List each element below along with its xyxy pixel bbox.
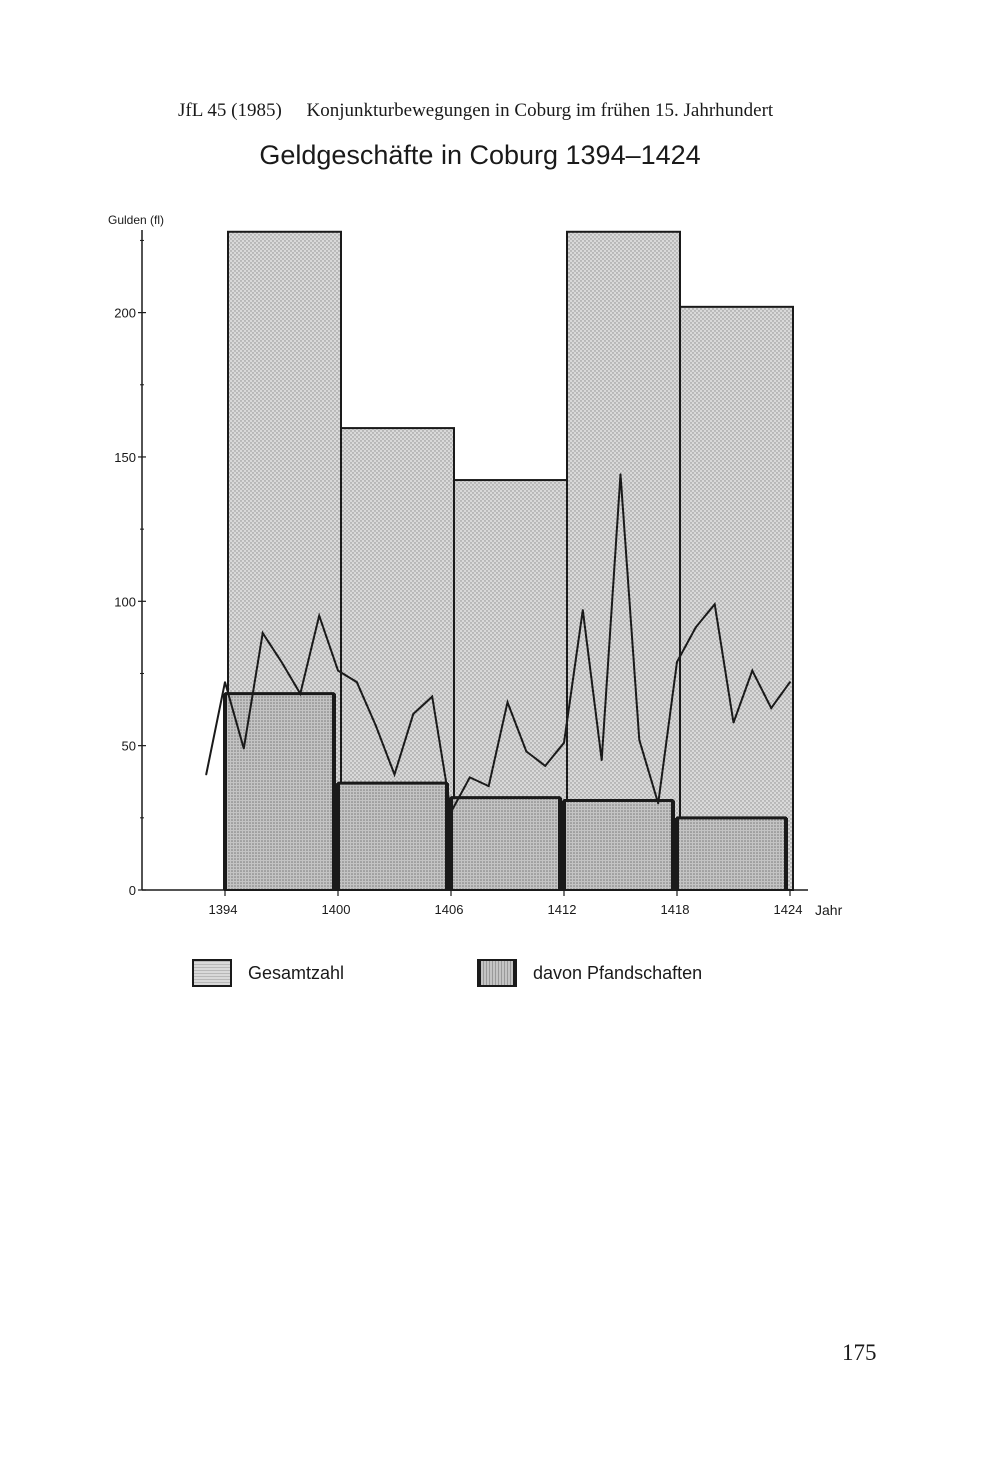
bar-pledge-1394 <box>224 692 335 891</box>
journal-citation: JfL 45 (1985) <box>178 100 282 121</box>
y-tick-label-0: 0 <box>129 883 136 898</box>
line-point-1402 <box>374 724 377 727</box>
legend-label-gesamtzahl: Gesamtzahl <box>248 962 345 983</box>
article-title: Konjunkturbewegungen in Coburg im frühen… <box>306 100 774 121</box>
line-point-1421 <box>732 721 735 724</box>
x-tick-label-1400: 1400 <box>322 902 351 917</box>
chart-title: Geldgeschäfte in Coburg 1394–1424 <box>259 140 701 170</box>
running-head: JfL 45 (1985) Konjunkturbewegungen in Co… <box>178 100 828 122</box>
line-point-1401 <box>355 681 358 684</box>
y-axis-label: Gulden (fl) <box>108 213 164 227</box>
x-axis-label: Jahr <box>815 902 843 918</box>
line-point-1397 <box>280 661 283 663</box>
y-tick-label-100: 100 <box>114 594 136 609</box>
line-point-1406 <box>450 811 452 813</box>
line-point-1409 <box>506 701 509 704</box>
legend-swatch-gesamtzahl <box>192 959 232 987</box>
bars-pledge <box>223 692 788 892</box>
y-tick-label-200: 200 <box>114 306 136 321</box>
line-point-1403 <box>393 773 396 776</box>
bar-pledge-1406 <box>450 796 561 891</box>
line-series <box>205 473 791 816</box>
bar-pledge-1400 <box>337 782 448 892</box>
line-point-1405 <box>431 695 434 698</box>
line-point-1414 <box>600 759 603 761</box>
line-point-1422 <box>751 669 754 672</box>
x-tick-label-1424: 1424 <box>774 902 803 917</box>
line-point-1412 <box>563 741 565 744</box>
bar-pledge-1412 <box>563 799 674 891</box>
line-point-1394 <box>224 681 226 684</box>
line-point-1415 <box>619 473 622 476</box>
line-point-1395 <box>242 747 245 750</box>
page-number: 175 <box>842 1340 877 1365</box>
line-point-1423 <box>770 707 773 710</box>
line-yearly <box>205 474 791 816</box>
bar-pledge-1418 <box>676 816 787 892</box>
x-tick-label-1394: 1394 <box>209 902 238 917</box>
axes: 0 50 100 150 200 Gulden (fl) 1394 1400 1406 1412 1… <box>108 213 843 918</box>
line-point-1396 <box>261 632 264 634</box>
line-point-1408 <box>487 785 490 787</box>
legend-entry-gesamtzahl: Gesamtzahl <box>192 957 344 989</box>
line-point-1410 <box>525 750 528 753</box>
line-point-1419 <box>694 626 697 629</box>
line-point-1393 <box>205 773 208 776</box>
line-point-1417 <box>657 802 660 805</box>
bar-total-1418 <box>679 305 794 891</box>
x-tick-label-1412: 1412 <box>548 902 577 917</box>
line-point-1416 <box>638 738 641 741</box>
line-point-1407 <box>468 776 471 779</box>
line-point-1400 <box>337 669 339 672</box>
legend-entry-pfandschaften: davon Pfandschaften <box>477 957 702 989</box>
y-tick-label-150: 150 <box>114 450 136 465</box>
legend-label-pfandschaften: davon Pfandschaften <box>533 962 703 983</box>
line-point-1398 <box>299 692 302 695</box>
line-point-1404 <box>412 712 415 715</box>
line-point-1399 <box>318 614 321 617</box>
legend-swatch-pfandschaften <box>477 959 517 987</box>
y-tick-label-50: 50 <box>122 739 136 754</box>
line-point-1411 <box>544 764 547 767</box>
line-point-1418 <box>676 661 678 663</box>
x-tick-label-1418: 1418 <box>661 902 690 917</box>
line-point-1413 <box>581 609 584 611</box>
line-point-1420 <box>713 603 716 606</box>
line-point-1424 <box>789 681 791 684</box>
x-tick-label-1406: 1406 <box>435 902 464 917</box>
bar-total-1412 <box>566 230 681 891</box>
